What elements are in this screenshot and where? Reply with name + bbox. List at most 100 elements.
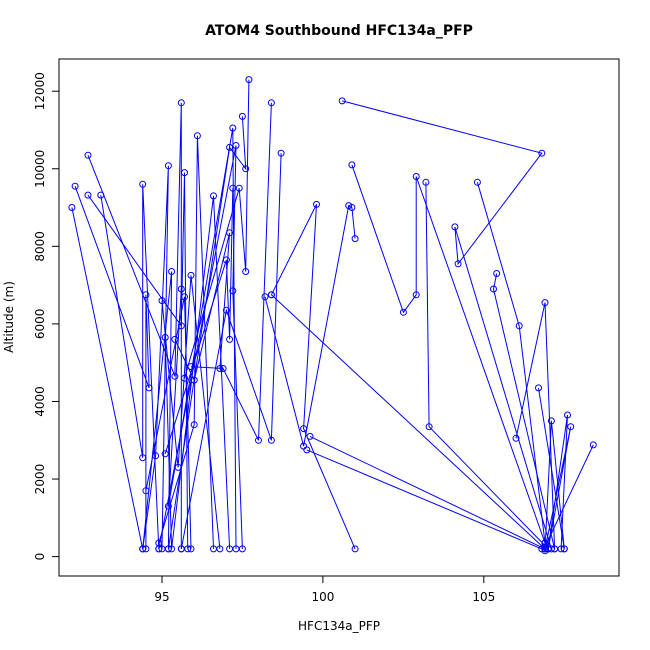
data-point (412, 291, 420, 299)
data-point (219, 365, 227, 372)
data-point (222, 256, 230, 264)
data-point (313, 200, 320, 208)
data-point (226, 335, 234, 343)
series-line (145, 296, 192, 549)
data-point (168, 545, 176, 553)
series-line (270, 204, 356, 550)
data-point (187, 271, 195, 279)
data-point (255, 436, 262, 444)
data-point (161, 334, 169, 341)
data-point (226, 143, 234, 151)
series-line (74, 186, 150, 549)
data-point (412, 173, 420, 180)
data-point (187, 545, 195, 553)
series-line (264, 204, 356, 447)
data-point (164, 545, 172, 553)
series-line (342, 100, 552, 550)
data-point (84, 151, 92, 159)
series-line (100, 184, 160, 549)
y-tick-label: 12000 (33, 72, 47, 110)
data-point (512, 434, 520, 442)
data-point (190, 421, 198, 429)
data-point (235, 184, 243, 192)
data-point (226, 229, 234, 237)
data-point (164, 502, 172, 510)
data-point (142, 545, 150, 553)
y-tick-label: 8000 (33, 231, 47, 262)
series-line (184, 79, 250, 379)
data-point (541, 543, 549, 551)
y-tick-label: 10000 (33, 150, 47, 188)
y-tick-label: 2000 (33, 464, 47, 495)
data-point (451, 223, 459, 231)
data-point (245, 76, 253, 84)
data-point (348, 161, 356, 169)
data-point (300, 425, 308, 433)
data-point (97, 191, 105, 199)
data-point (158, 297, 166, 305)
data-point (142, 487, 150, 495)
data-point (161, 450, 169, 458)
data-point (190, 376, 198, 384)
data-point (171, 372, 179, 380)
x-axis-label: HFC134a_PFP (298, 619, 380, 633)
chart-title: ATOM4 Southbound HFC134a_PFP (205, 23, 473, 39)
data-point (306, 432, 314, 440)
data-point (232, 142, 240, 149)
series-line (161, 275, 221, 549)
data-point (267, 436, 275, 444)
data-point (567, 423, 575, 431)
data-point (177, 322, 185, 330)
x-tick-label: 95 (154, 590, 169, 604)
y-tick-label: 4000 (33, 386, 47, 417)
series-line (271, 294, 546, 550)
data-point (216, 365, 224, 372)
series-line (71, 165, 169, 550)
data-point (181, 169, 188, 177)
data-point (560, 545, 568, 553)
data-point (84, 191, 92, 199)
series-line (544, 426, 572, 550)
data-point (181, 374, 188, 382)
data-point (399, 308, 407, 316)
series-line (306, 449, 542, 550)
series-line (167, 116, 247, 549)
data-point (193, 132, 201, 140)
data-point (164, 162, 172, 170)
data-point (473, 178, 481, 186)
data-point (303, 446, 311, 454)
series-line (309, 435, 546, 550)
x-tick-label: 100 (311, 590, 334, 604)
data-point (351, 545, 359, 553)
series-layer (68, 76, 597, 555)
series-line (544, 444, 594, 548)
data-point (541, 299, 549, 307)
data-point (490, 285, 497, 293)
data-point (277, 149, 285, 157)
data-point (541, 545, 549, 553)
x-axis: 95 100 105 (154, 575, 495, 604)
series-line (190, 102, 272, 441)
data-point (242, 165, 250, 173)
data-point (210, 192, 217, 200)
x-tick-label: 105 (472, 590, 495, 604)
data-point (187, 363, 195, 371)
data-point (71, 182, 79, 190)
y-tick-label: 6000 (33, 309, 47, 340)
data-point (351, 235, 359, 243)
data-point (267, 99, 275, 107)
data-point (222, 306, 230, 314)
data-point (142, 291, 150, 299)
series-line (492, 273, 556, 550)
data-point (267, 291, 275, 299)
data-point (338, 97, 346, 105)
data-point (547, 417, 555, 425)
series-line (180, 153, 282, 549)
data-point (181, 293, 188, 301)
data-point (242, 268, 250, 275)
data-point (535, 384, 542, 392)
data-point (564, 411, 571, 419)
series-line (351, 164, 546, 544)
